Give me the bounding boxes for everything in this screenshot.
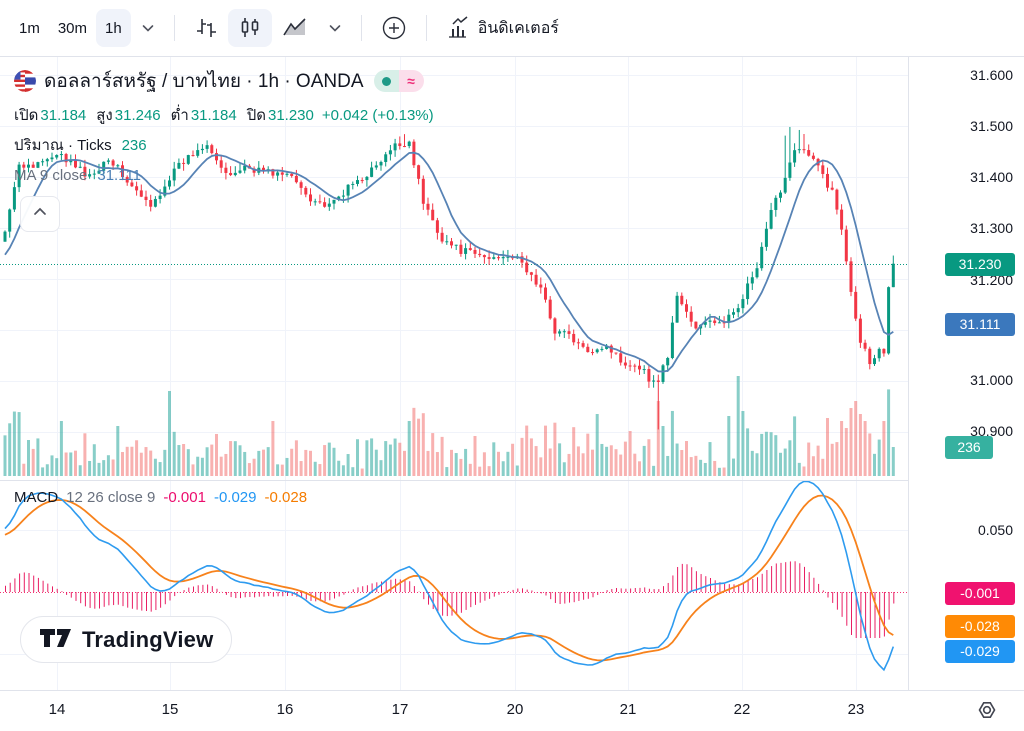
chevron-down-icon xyxy=(140,20,156,36)
bars-chart-icon xyxy=(193,15,219,41)
plus-circle-icon xyxy=(380,14,408,42)
open-label: เปิด xyxy=(14,107,39,124)
macd-line-badge: -0.029 xyxy=(945,640,1015,663)
tradingview-watermark[interactable]: TradingView xyxy=(20,616,233,663)
chart-style-bars-button[interactable] xyxy=(184,9,228,47)
volume-badge: 236 xyxy=(945,436,993,459)
interval-dropdown-button[interactable] xyxy=(131,9,165,47)
time-axis-label: 20 xyxy=(506,701,524,718)
chart-style-candles-button[interactable] xyxy=(227,9,272,47)
toolbar-separator xyxy=(425,15,427,41)
compare-add-button[interactable] xyxy=(371,9,417,47)
chart-settings-button[interactable] xyxy=(974,699,1000,725)
price-axis-label: 31.600 xyxy=(970,67,1013,83)
time-axis-label: 17 xyxy=(391,701,409,718)
market-open-dot-icon xyxy=(373,70,399,92)
chart-legend: ดอลลาร์สหรัฐ / บาทไทย · 1h · OANDA ≈ เปิ… xyxy=(14,66,444,186)
gear-icon xyxy=(976,699,998,726)
price-chart-canvas[interactable] xyxy=(0,57,908,690)
price-axis-label: 31.500 xyxy=(970,118,1013,134)
price-axis-label: 31.300 xyxy=(970,220,1013,236)
macd-line-value: -0.029 xyxy=(213,489,257,506)
price-axis[interactable]: 31.600 31.500 31.400 31.300 31.200 31.000 30.9… xyxy=(908,57,1024,690)
chart-style-area-button[interactable] xyxy=(272,9,318,47)
macd-signal-badge: -0.028 xyxy=(945,615,1015,638)
usdthb-flag-icon xyxy=(14,70,36,92)
area-chart-icon xyxy=(281,15,309,41)
interval-30m-button[interactable]: 30m xyxy=(49,9,96,47)
chart-style-dropdown-button[interactable] xyxy=(318,9,352,47)
high-value: 31.246 xyxy=(114,106,161,124)
ohlc-row: เปิด 31.184 สูง 31.246 ต่ำ 31.184 ปิด 31.230… xyxy=(14,104,444,126)
indicators-icon xyxy=(445,15,471,41)
time-axis-label: 21 xyxy=(619,701,637,718)
price-axis-label: 0.050 xyxy=(977,522,1013,538)
macd-signal-value: -0.028 xyxy=(264,489,308,506)
interval-1m-button[interactable]: 1m xyxy=(10,9,49,47)
price-axis-label: 31.400 xyxy=(970,169,1013,185)
volume-label: ปริมาณ · Ticks xyxy=(14,137,112,154)
market-status-pill[interactable]: ≈ xyxy=(373,70,424,92)
current-price-badge: 31.230 xyxy=(945,253,1015,276)
close-value: 31.230 xyxy=(267,106,314,124)
macd-hist-value: -0.001 xyxy=(163,489,206,506)
chevron-down-icon xyxy=(327,20,343,36)
time-axis-label: 22 xyxy=(733,701,751,718)
time-axis-label: 15 xyxy=(161,701,179,718)
low-value: 31.184 xyxy=(190,106,237,124)
ma-value: 31.111 xyxy=(97,166,142,184)
open-value: 31.184 xyxy=(40,106,87,124)
watermark-text: TradingView xyxy=(82,626,214,652)
macd-legend[interactable]: MACD 12 26 close 9 -0.001 -0.029 -0.028 xyxy=(14,489,307,506)
top-toolbar: 1m 30m 1h xyxy=(0,0,1024,57)
toolbar-separator xyxy=(360,15,362,41)
toolbar-separator xyxy=(173,15,175,41)
symbol-title[interactable]: ดอลลาร์สหรัฐ / บาทไทย · 1h · OANDA xyxy=(44,71,364,92)
macd-params: 12 26 close 9 xyxy=(66,489,156,506)
indicators-button[interactable]: อินดิเคเตอร์ xyxy=(436,9,568,47)
approx-data-icon: ≈ xyxy=(398,70,424,92)
indicators-label: อินดิเคเตอร์ xyxy=(477,19,559,37)
change-value: +0.042 (+0.13%) xyxy=(321,106,434,124)
pane-divider[interactable] xyxy=(0,480,1024,481)
price-axis-label: 30.900 xyxy=(970,423,1013,439)
close-label: ปิด xyxy=(246,107,266,124)
tradingview-logo-icon xyxy=(39,625,73,654)
chevron-up-icon xyxy=(31,203,49,226)
interval-1h-button[interactable]: 1h xyxy=(96,9,131,47)
time-axis[interactable]: 14 15 16 17 20 21 22 23 xyxy=(0,690,1024,731)
time-axis-label: 14 xyxy=(48,701,66,718)
price-axis-label: 31.200 xyxy=(970,272,1013,288)
low-label: ต่ำ xyxy=(170,107,189,124)
time-axis-label: 23 xyxy=(847,701,865,718)
ma-value-badge: 31.111 xyxy=(945,313,1015,336)
time-axis-label: 16 xyxy=(276,701,294,718)
macd-name: MACD xyxy=(14,489,59,506)
legend-collapse-button[interactable] xyxy=(20,196,60,232)
high-label: สูง xyxy=(96,107,113,124)
ma-row[interactable]: MA 9 close 31.111 xyxy=(14,164,444,186)
macd-hist-badge: -0.001 xyxy=(945,582,1015,605)
price-axis-label: 31.000 xyxy=(970,372,1013,388)
volume-value: 236 xyxy=(121,136,147,154)
volume-row[interactable]: ปริมาณ · Ticks 236 xyxy=(14,134,444,156)
ma-label: MA 9 close xyxy=(14,166,88,184)
candles-chart-icon xyxy=(237,15,263,41)
